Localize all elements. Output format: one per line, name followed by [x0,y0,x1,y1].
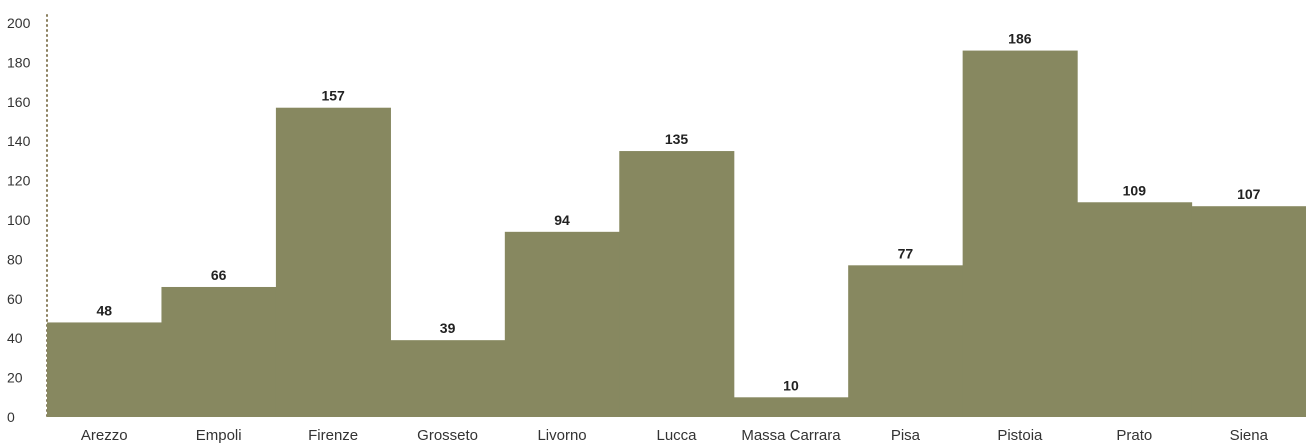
data-label: 77 [898,245,914,261]
data-label: 186 [1008,31,1032,47]
x-tick-label: Siena [1230,427,1269,444]
x-tick-label: Empoli [196,427,242,444]
y-tick-label: 0 [7,409,15,425]
bar-prato [1077,202,1193,417]
x-tick-label: Livorno [537,427,586,444]
bar-grosseto [390,340,506,417]
value-labels: 48 66 157 39 94 135 10 77 186 109 107 [96,31,1260,394]
y-tick-label: 180 [7,54,31,70]
bar-siena [1191,206,1306,417]
bar-arezzo [47,322,163,417]
x-tick-label: Pisa [891,427,921,444]
y-tick-label: 100 [7,212,31,228]
data-label: 39 [440,320,456,336]
y-tick-label: 80 [7,251,23,267]
x-tick-label: Arezzo [81,427,128,444]
data-label: 48 [96,302,112,318]
y-tick-label: 120 [7,173,31,189]
data-label: 135 [665,131,689,147]
data-label: 10 [783,377,799,393]
x-tick-label: Prato [1116,427,1152,444]
x-tick-label: Pistoia [997,427,1043,444]
x-tick-label: Lucca [656,427,697,444]
bar-firenze [275,107,391,418]
y-tick-label: 200 [7,15,31,31]
x-tick-label: Firenze [308,427,358,444]
data-label: 107 [1237,186,1261,202]
data-label: 157 [321,88,345,104]
x-tick-label: Massa Carrara [741,427,841,444]
y-tick-label: 20 [7,370,23,386]
bar-massa-carrara [733,397,849,417]
y-tick-label: 140 [7,133,31,149]
y-axis-ticks: 0 20 40 60 80 100 120 140 160 180 200 [7,15,31,425]
bars [47,50,1306,418]
x-tick-label: Grosseto [417,427,478,444]
data-label: 94 [554,212,570,228]
y-tick-label: 160 [7,94,31,110]
bar-pistoia [962,50,1078,417]
data-label: 109 [1123,182,1147,198]
bar-livorno [504,231,620,417]
data-label: 66 [211,267,227,283]
y-tick-label: 40 [7,330,23,346]
x-axis-labels: Arezzo Empoli Firenze Grosseto Livorno Lucca M… [81,427,1269,444]
y-tick-label: 60 [7,291,23,307]
bar-pisa [848,265,964,417]
bar-empoli [161,286,277,417]
bar-lucca [619,151,735,418]
